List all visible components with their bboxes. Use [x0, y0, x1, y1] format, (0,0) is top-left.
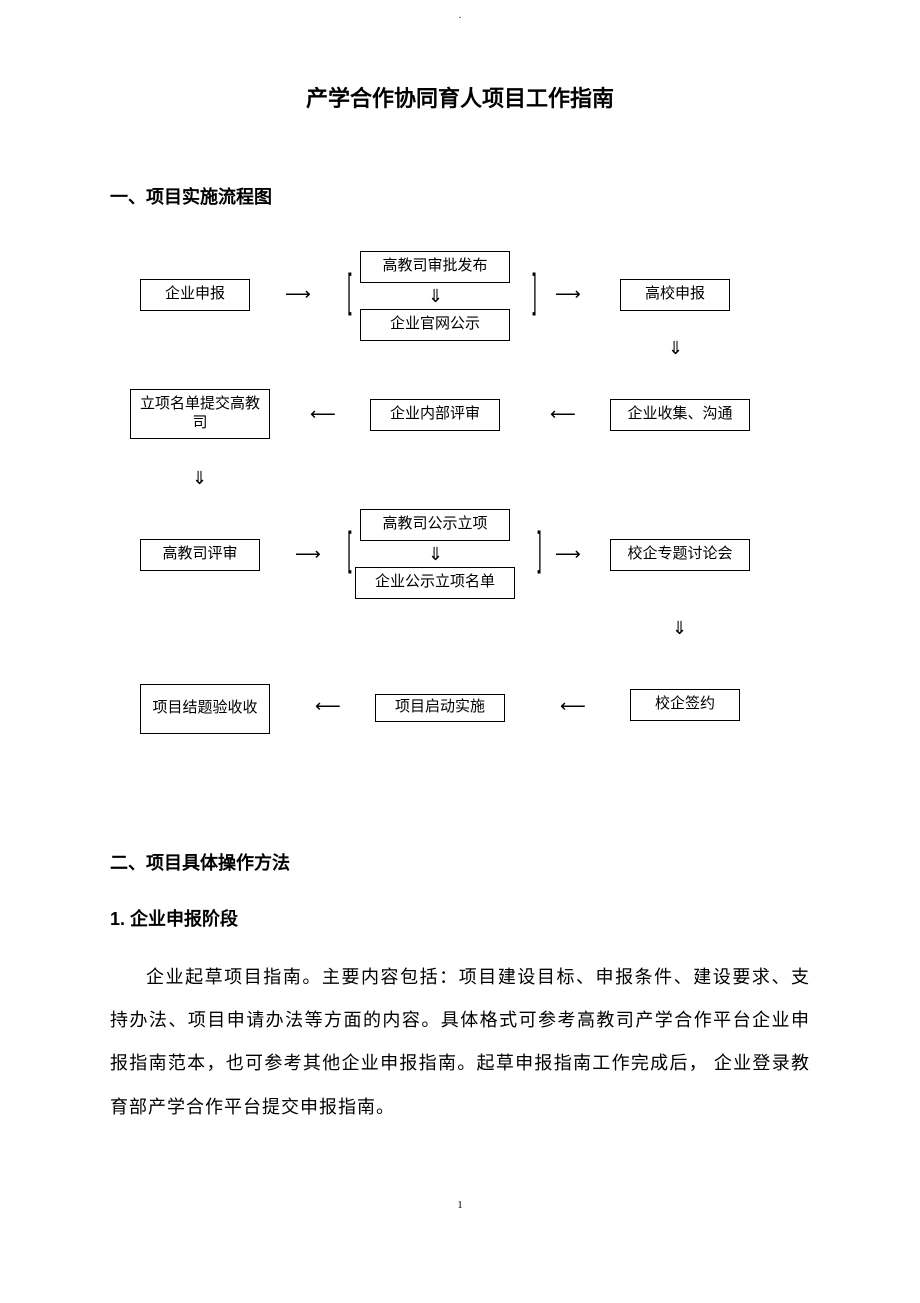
flowchart-node-n1: 企业申报: [140, 279, 250, 311]
flowchart-arrow-a10: ⟶: [555, 545, 581, 563]
flowchart-node-n2b: 企业官网公示: [360, 309, 510, 341]
flowchart-arrow-a5: ⟵: [550, 405, 576, 423]
flowchart-arrow-a9: ⇓: [428, 545, 443, 563]
flowchart-bracket-b2: ]: [530, 269, 539, 317]
flowchart-arrow-a8: ⟶: [295, 545, 321, 563]
flowchart-node-n5: 企业内部评审: [370, 399, 500, 431]
document-title: 产学合作协同育人项目工作指南: [110, 81, 810, 113]
flowchart-bracket-b3: [: [345, 527, 354, 575]
flowchart-node-n3: 高校申报: [620, 279, 730, 311]
flowchart-bracket-b4: ]: [535, 527, 544, 575]
flowchart-node-n10: 校企签约: [630, 689, 740, 721]
flowchart-node-n12: 项目结题验收收: [140, 684, 270, 734]
header-dot: .: [110, 10, 810, 21]
flowchart-node-n4: 企业收集、沟通: [610, 399, 750, 431]
flowchart-node-n6: 立项名单提交高教司: [130, 389, 270, 439]
flowchart-node-n11: 项目启动实施: [375, 694, 505, 722]
section-1-heading: 一、项目实施流程图: [110, 183, 810, 209]
flowchart-node-n9: 校企专题讨论会: [610, 539, 750, 571]
flowchart-bracket-b1: [: [345, 269, 354, 317]
section-2-sub-1: 1. 企业申报阶段: [110, 905, 810, 931]
flowchart-node-n8b: 企业公示立项名单: [355, 567, 515, 599]
flowchart-arrow-a3: ⇓: [428, 287, 443, 305]
flowchart-arrow-a1: ⟶: [285, 285, 311, 303]
flowchart-arrow-a2: ⟶: [555, 285, 581, 303]
flowchart-arrow-a7: ⇓: [192, 469, 207, 487]
section-2-heading: 二、项目具体操作方法: [110, 849, 810, 875]
flowchart-node-n8a: 高教司公示立项: [360, 509, 510, 541]
flowchart-node-n7: 高教司评审: [140, 539, 260, 571]
flowchart-arrow-a4: ⇓: [668, 339, 683, 357]
flowchart-arrow-a12: ⟵: [560, 697, 586, 715]
page-number: 1: [110, 1199, 810, 1211]
flowchart-arrow-a11: ⇓: [672, 619, 687, 637]
flowchart-arrow-a6: ⟵: [310, 405, 336, 423]
paragraph-1: 企业起草项目指南。主要内容包括：项目建设目标、申报条件、建设要求、支持办法、项目…: [110, 956, 810, 1129]
flowchart-canvas: 企业申报 高教司审批发布企业官网公示 高校申报企业收集、沟通 企业内部评审 立项名单提交…: [110, 239, 810, 799]
flowchart-node-n2a: 高教司审批发布: [360, 251, 510, 283]
flowchart-arrow-a13: ⟵: [315, 697, 341, 715]
